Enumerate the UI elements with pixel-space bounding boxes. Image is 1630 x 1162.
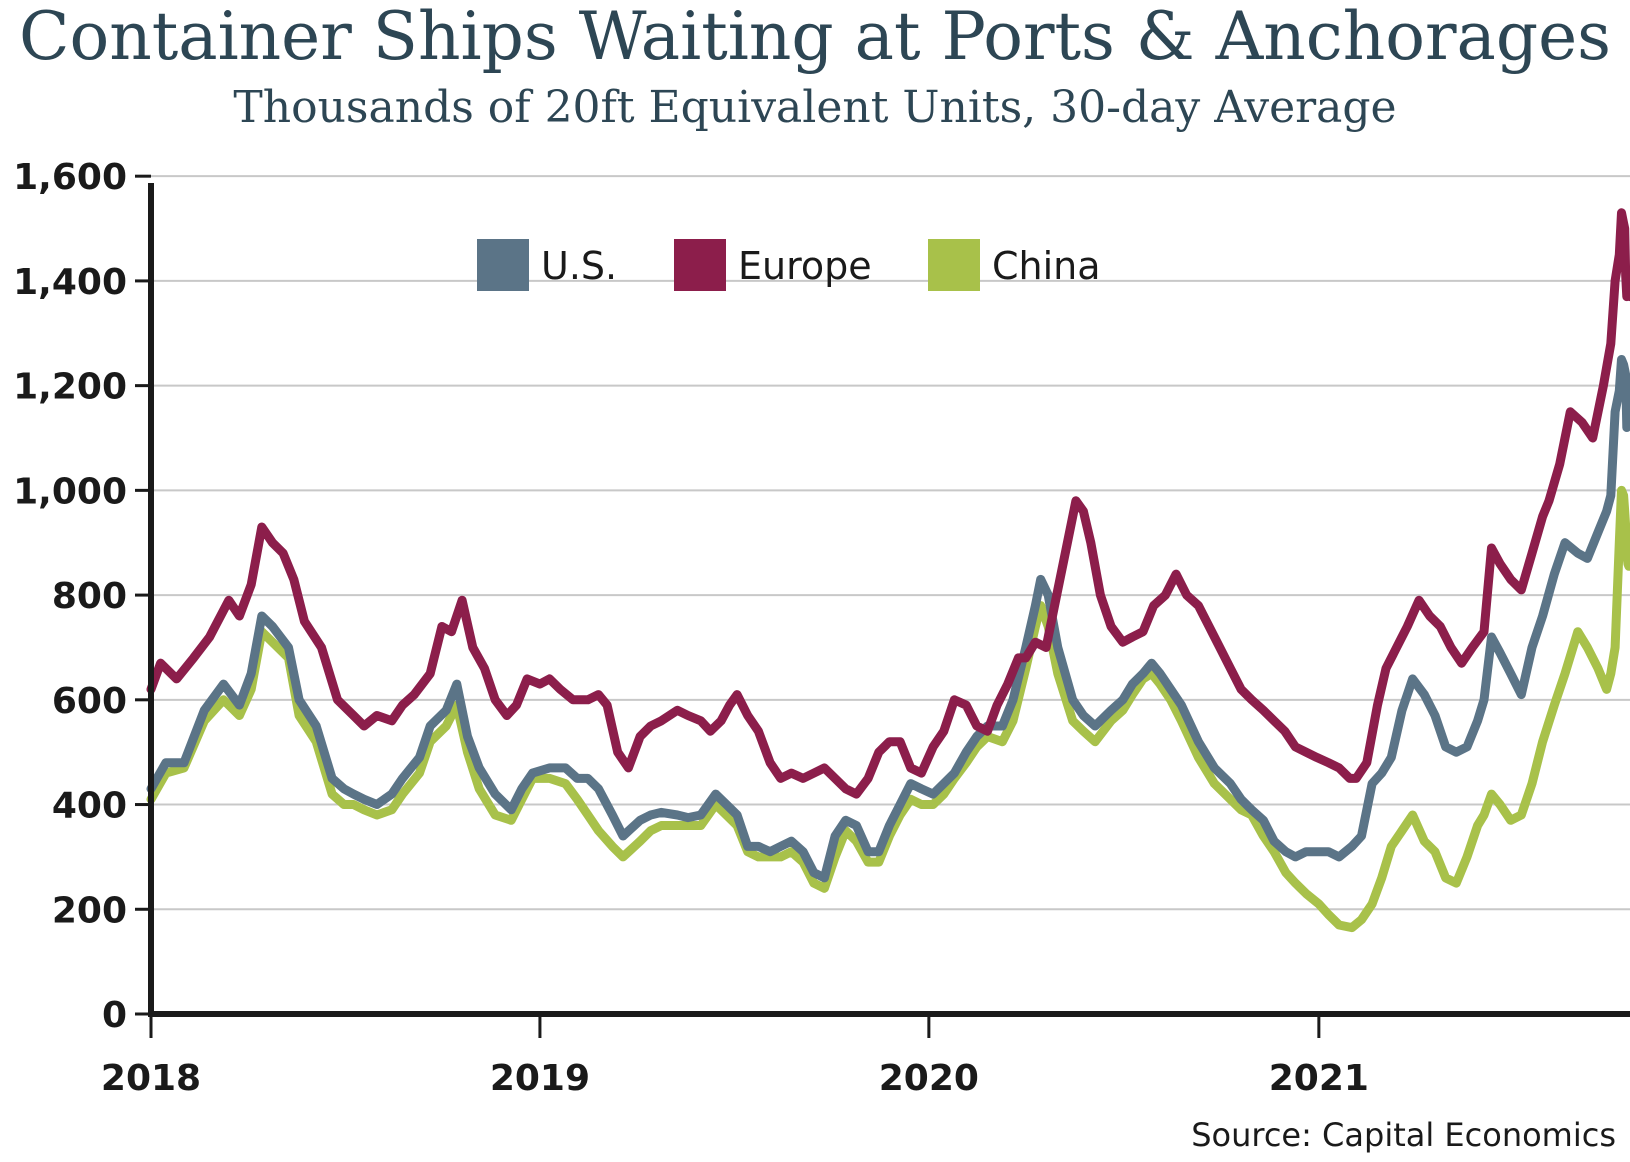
legend-swatch — [477, 239, 529, 291]
y-tick-label: 800 — [52, 576, 127, 617]
y-tick-label: 1,400 — [13, 262, 127, 303]
y-tick-label: 400 — [52, 786, 127, 827]
series-line-us — [146, 355, 1630, 883]
legend-label: Europe — [738, 244, 872, 288]
y-tick-label: 600 — [52, 681, 127, 722]
legend-swatch — [928, 239, 980, 291]
series-lines — [146, 208, 1630, 933]
x-tick-label: 2019 — [490, 1058, 590, 1099]
y-tick-label: 1,200 — [13, 367, 127, 408]
x-tick-label: 2018 — [101, 1058, 201, 1099]
source-note: Source: Capital Economics — [1191, 1116, 1616, 1154]
gridlines — [151, 175, 1630, 911]
series-line-china — [146, 485, 1630, 933]
legend-swatch — [674, 239, 726, 291]
legend-label: U.S. — [541, 244, 617, 288]
series-line-europe — [146, 208, 1630, 799]
chart-subtitle: Thousands of 20ft Equivalent Units, 30-d… — [233, 82, 1397, 133]
y-tick-label: 0 — [102, 995, 127, 1036]
legend: U.S. Europe China — [477, 239, 1101, 291]
y-tick-label: 200 — [52, 890, 127, 931]
x-tick-label: 2020 — [879, 1058, 979, 1099]
legend-label: China — [992, 244, 1101, 288]
chart-title: Container Ships Waiting at Ports & Ancho… — [18, 0, 1612, 75]
axes: 0 200 400 600 800 1,000 1,200 1,400 1,600 2018 201… — [13, 157, 1630, 1099]
x-tick-label: 2021 — [1269, 1058, 1369, 1099]
y-tick-label: 1,600 — [13, 157, 127, 198]
y-tick-label: 1,000 — [13, 471, 127, 512]
